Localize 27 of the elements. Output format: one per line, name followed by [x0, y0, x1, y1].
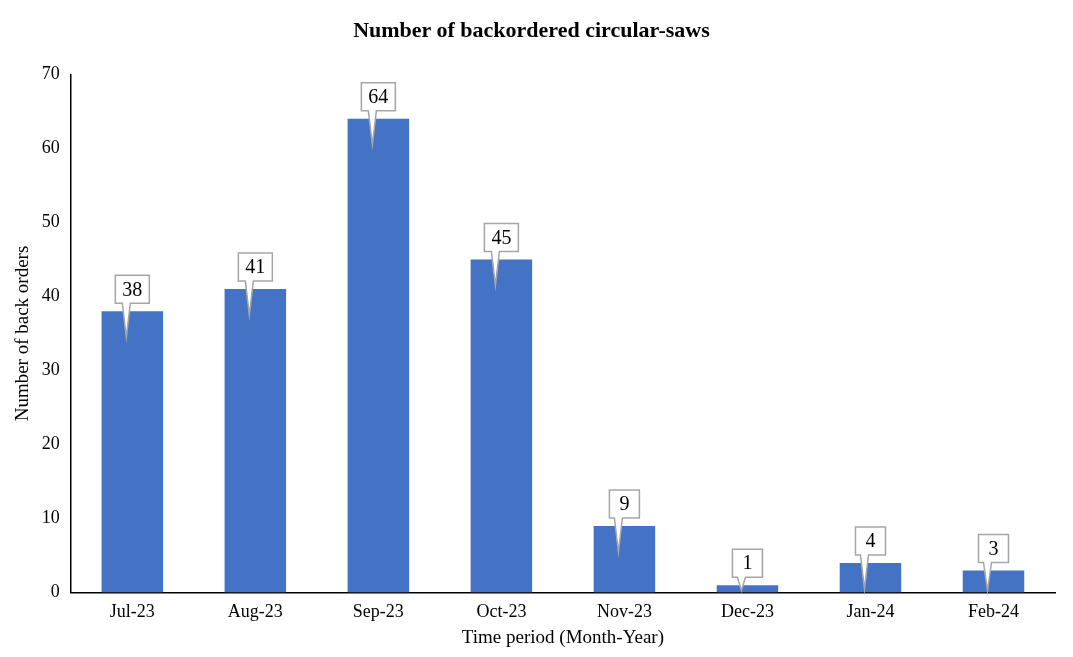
data-label: 45 [491, 225, 512, 248]
y-tick-label: 20 [41, 433, 60, 454]
x-tick-label: Jul-23 [109, 601, 155, 622]
x-tick-label: Sep-23 [352, 601, 404, 622]
data-label: 41 [245, 255, 266, 278]
y-tick-label: 10 [41, 507, 60, 528]
x-tick-label: Nov-23 [596, 601, 652, 622]
data-label: 9 [619, 492, 630, 515]
chart-title: Number of backordered circular-saws [353, 16, 711, 42]
y-tick-label: 0 [50, 581, 60, 602]
x-axis-title: Time period (Month-Year) [461, 625, 664, 648]
data-label: 1 [742, 551, 753, 574]
data-label: 38 [122, 277, 143, 300]
x-tick-label: Oct-23 [476, 601, 527, 622]
x-tick-label: Feb-24 [967, 601, 1019, 622]
y-axis-title: Number of back orders [11, 245, 33, 422]
x-tick-label: Dec-23 [720, 601, 774, 622]
y-tick-label: 30 [41, 359, 60, 380]
y-tick-label: 40 [41, 285, 60, 306]
x-tick-label: Jan-24 [846, 601, 895, 622]
y-tick-label: 50 [41, 211, 60, 232]
data-label: 64 [368, 85, 389, 108]
x-tick-label: Aug-23 [227, 601, 283, 622]
y-tick-label: 70 [41, 63, 60, 84]
y-tick-label: 60 [41, 137, 60, 158]
data-label: 4 [865, 529, 876, 552]
data-label: 3 [988, 536, 999, 559]
